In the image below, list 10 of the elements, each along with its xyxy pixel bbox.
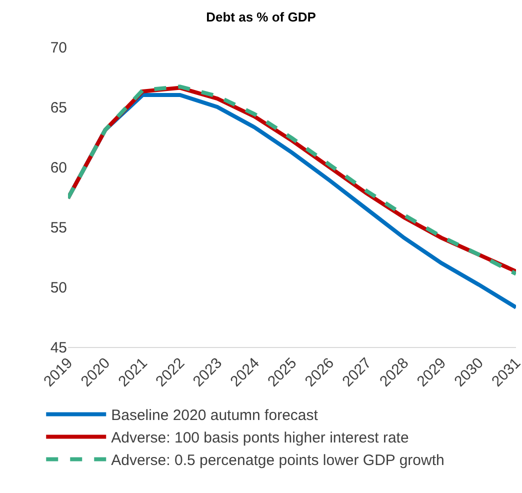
chart-title: Debt as % of GDP [206,9,316,24]
y-tick-label: 60 [50,159,67,176]
y-tick-label: 50 [50,279,67,296]
legend-label: Adverse: 0.5 percenatge points lower GDP growth [111,452,444,470]
y-tick-label: 45 [50,339,67,356]
y-tick-label: 65 [50,99,67,116]
legend-label: Adverse: 100 basis ponts higher interest rate [111,430,409,447]
legend-label: Baseline 2020 autumn forecast [111,407,319,424]
y-tick-label: 70 [50,39,67,56]
y-tick-label: 55 [50,219,67,236]
